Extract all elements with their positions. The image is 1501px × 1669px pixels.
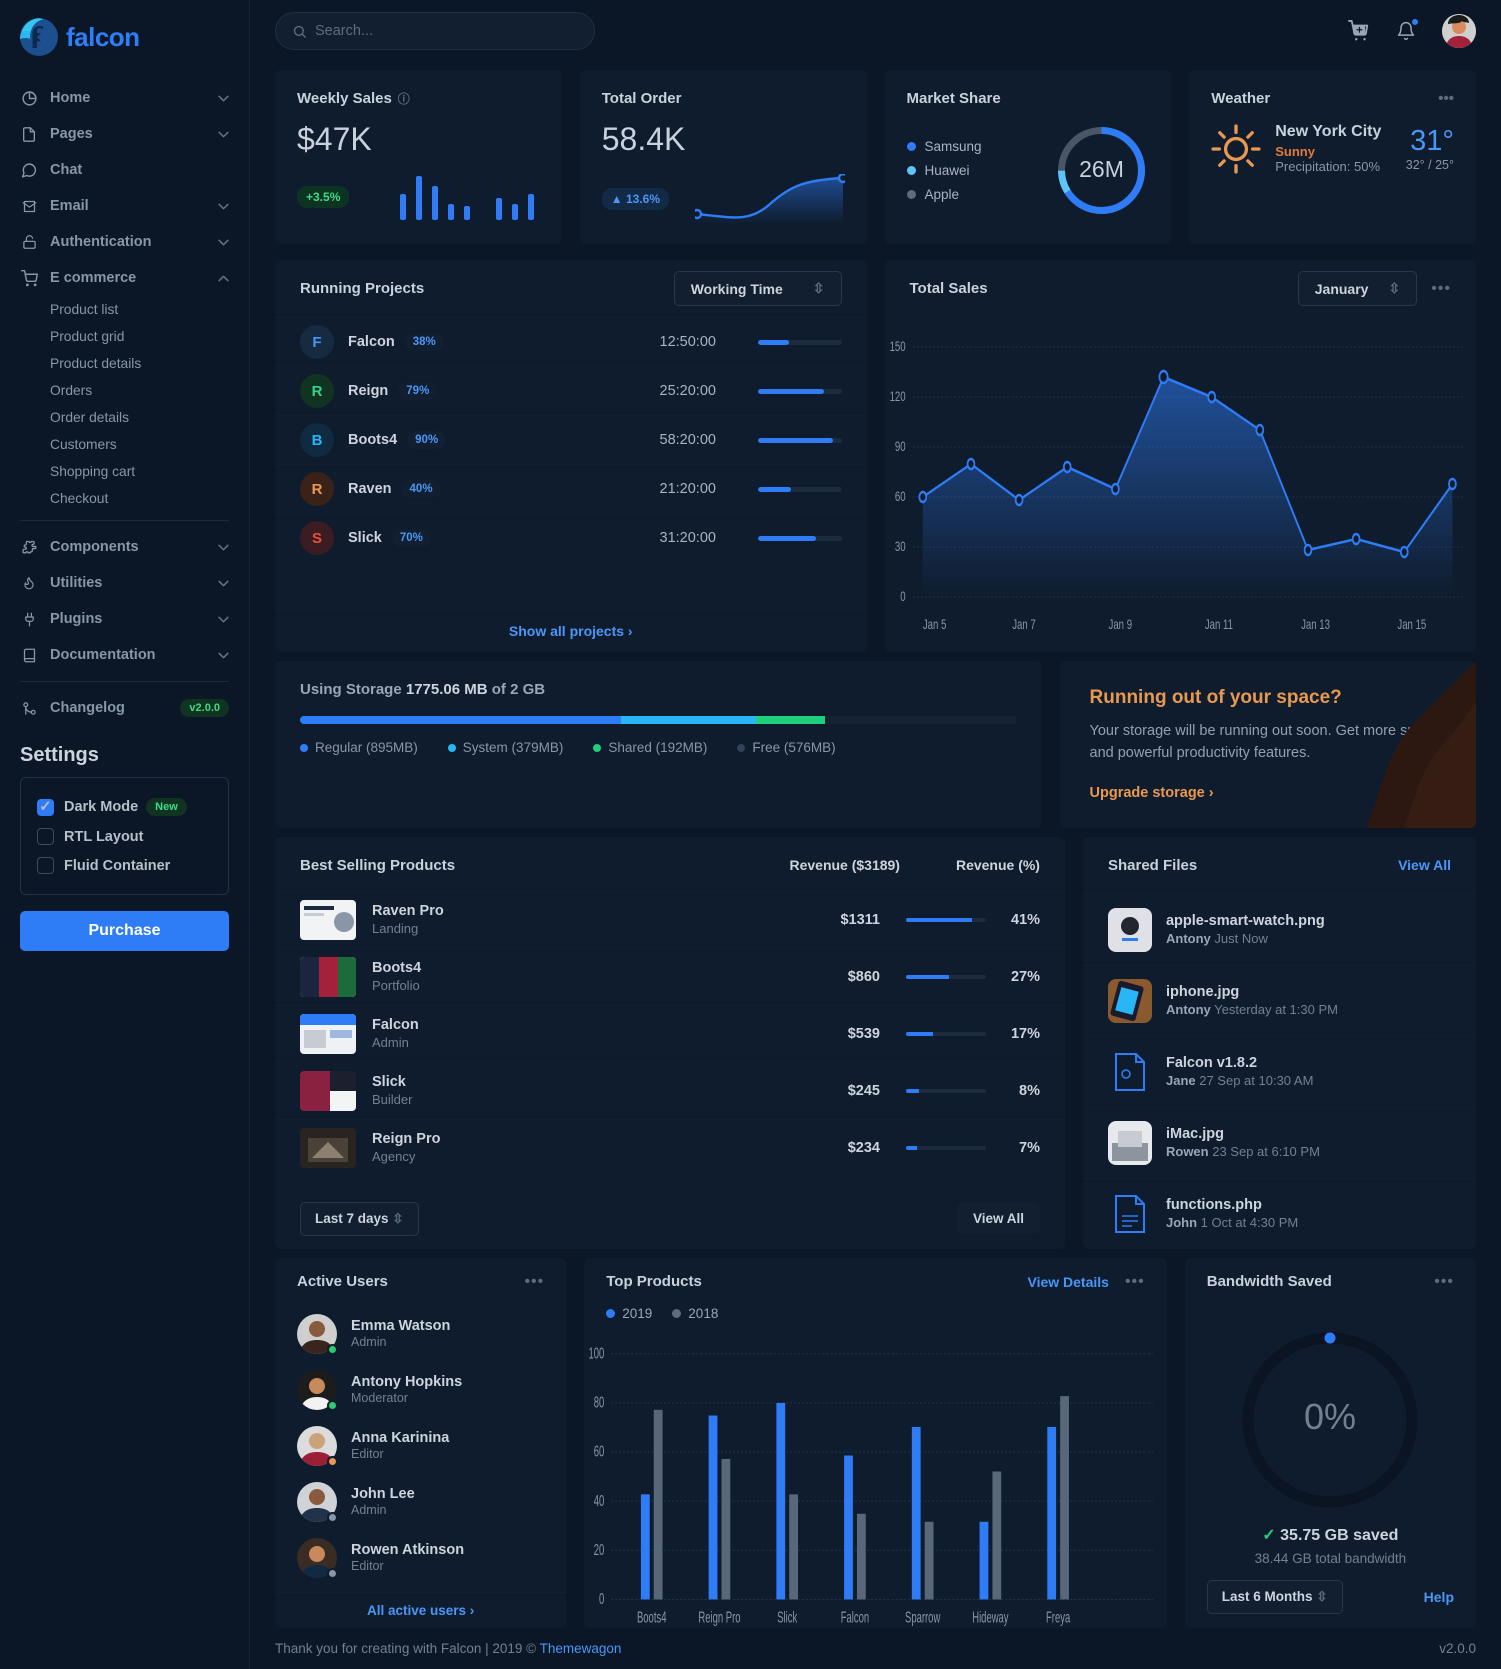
svg-text:Reign Pro: Reign Pro (699, 1607, 741, 1625)
svg-text:30: 30 (894, 538, 905, 554)
svg-text:Jan 15: Jan 15 (1397, 616, 1426, 632)
svg-text:20: 20 (594, 1540, 605, 1558)
svg-text:120: 120 (889, 388, 905, 404)
svg-text:Hideway: Hideway (972, 1607, 1009, 1625)
svg-text:100: 100 (589, 1343, 605, 1361)
svg-text:Jan 11: Jan 11 (1204, 616, 1232, 632)
svg-text:Jan 9: Jan 9 (1108, 616, 1132, 632)
svg-text:0%: 0% (1304, 1396, 1356, 1437)
svg-text:Boots4: Boots4 (637, 1607, 666, 1625)
svg-text:Slick: Slick (777, 1607, 797, 1625)
svg-text:Freya: Freya (1046, 1607, 1071, 1625)
svg-text:Falcon: Falcon (841, 1607, 869, 1625)
svg-text:0: 0 (900, 588, 906, 604)
svg-text:90: 90 (894, 438, 905, 454)
svg-text:40: 40 (594, 1491, 605, 1509)
svg-text:60: 60 (594, 1442, 605, 1460)
svg-text:80: 80 (594, 1392, 605, 1410)
svg-text:Jan 7: Jan 7 (1012, 616, 1036, 632)
svg-text:26M: 26M (1079, 156, 1124, 182)
svg-text:Jan 5: Jan 5 (922, 616, 946, 632)
svg-text:60: 60 (894, 488, 905, 504)
svg-text:Jan 13: Jan 13 (1301, 616, 1330, 632)
svg-text:Sparrow: Sparrow (905, 1607, 941, 1625)
svg-text:0: 0 (599, 1589, 604, 1607)
svg-text:150: 150 (889, 338, 905, 354)
